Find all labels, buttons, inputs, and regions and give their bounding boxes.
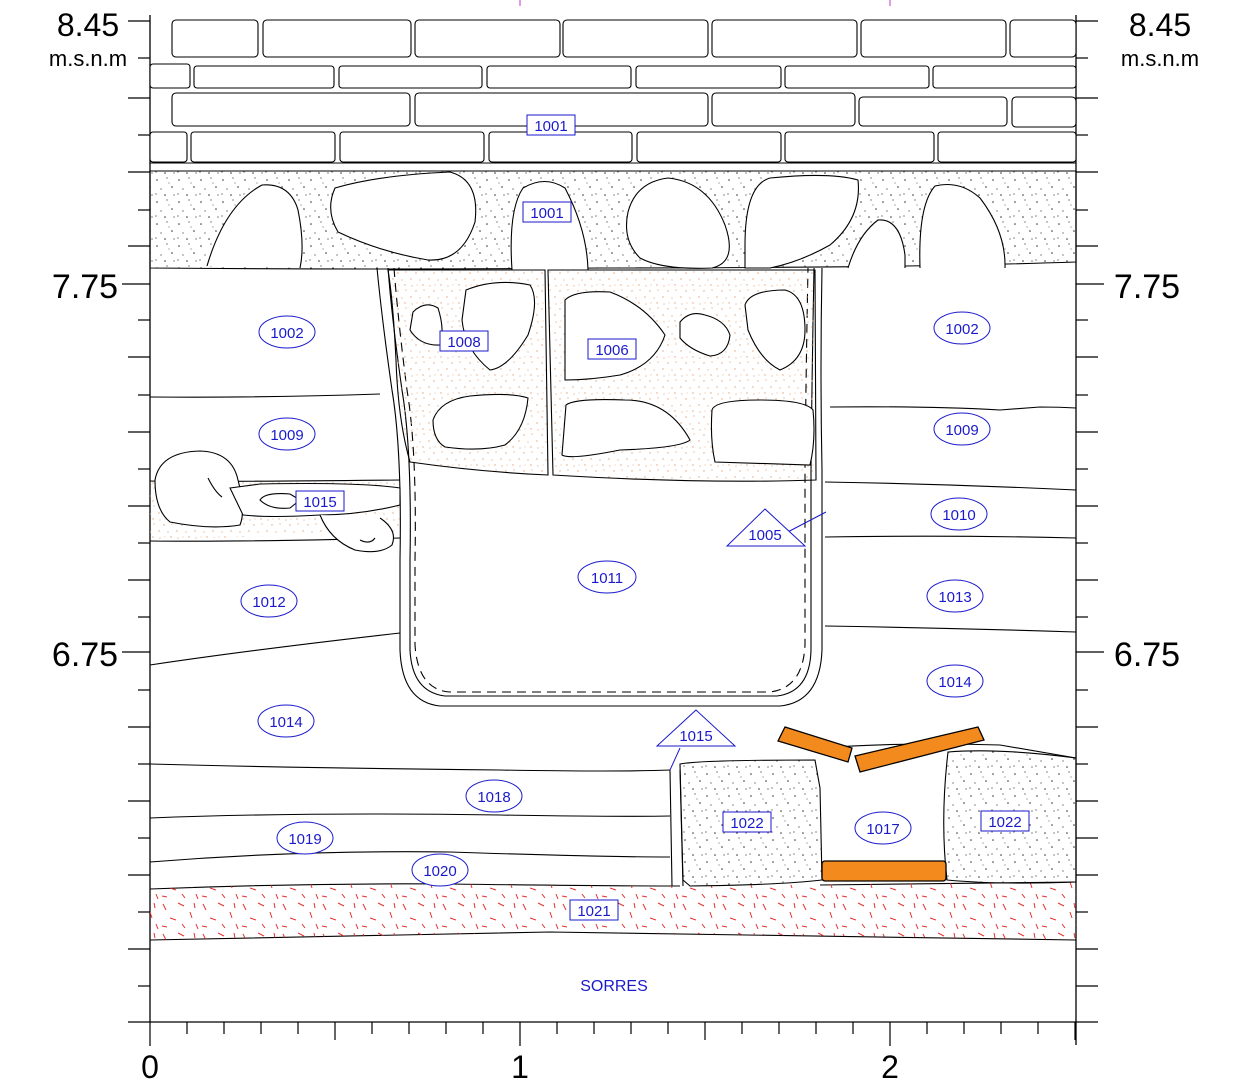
elevation-low-left: 6.75	[52, 636, 118, 674]
unit-1005: 1005	[748, 527, 781, 544]
left-scale-ticks	[122, 20, 150, 987]
unit-1002-left: 1002	[270, 325, 303, 342]
unit-1019: 1019	[288, 831, 321, 848]
unit-1001-stone: 1001	[530, 205, 563, 222]
mortar-fill-1008-1006	[387, 269, 817, 482]
elevation-unit-left: m.s.n.m	[49, 46, 127, 71]
elevation-low-right: 6.75	[1114, 636, 1180, 674]
unit-1015-mid: 1015	[679, 728, 712, 745]
brick-wall	[149, 19, 1077, 172]
unit-1022-left: 1022	[730, 815, 763, 832]
stones-1015-left	[150, 450, 401, 553]
elevation-top-left: 8.45	[57, 7, 119, 43]
x-label-0: 0	[141, 1049, 159, 1083]
x-label-2: 2	[881, 1049, 899, 1083]
unit-1013: 1013	[938, 589, 971, 606]
unit-1009-right: 1009	[945, 422, 978, 439]
x-axis-labels: 0 1 2	[141, 1049, 899, 1083]
unit-labels-ellipse	[240, 311, 991, 887]
unit-1020: 1020	[423, 863, 456, 880]
wood-planks	[777, 726, 985, 882]
unit-1018: 1018	[477, 789, 510, 806]
elevation-mid-right: 7.75	[1114, 268, 1180, 306]
right-scale-ticks	[1076, 20, 1104, 987]
unit-1010: 1010	[942, 507, 975, 524]
unit-1002-right: 1002	[945, 321, 978, 338]
unit-1001-brick: 1001	[534, 118, 567, 135]
unit-1017: 1017	[866, 821, 899, 838]
elevation-unit-right: m.s.n.m	[1121, 46, 1199, 71]
unit-1015-left: 1015	[303, 494, 336, 511]
unit-1014-right: 1014	[938, 674, 971, 691]
bottom-scale-ticks	[149, 1022, 1076, 1046]
elevation-labels: 8.45 m.s.n.m 8.45 m.s.n.m 7.75 7.75 6.75…	[49, 7, 1199, 674]
unit-labels-triangle-text: 1005 1015	[679, 527, 781, 745]
unit-1009-left: 1009	[270, 427, 303, 444]
unit-labels-rect	[295, 114, 1030, 921]
top-reference-marks	[519, 0, 891, 6]
unit-1012: 1012	[252, 594, 285, 611]
unit-1011: 1011	[591, 570, 623, 587]
unit-1006: 1006	[595, 342, 628, 359]
unit-1022-right: 1022	[988, 814, 1021, 831]
unit-labels-triangle	[655, 508, 807, 747]
x-label-1: 1	[511, 1049, 529, 1083]
stone-foundation	[149, 170, 1077, 271]
unit-labels-rect-text: 1001 1001 1008 1006 1015 1022 1022 1021	[303, 118, 1021, 920]
elevation-mid-left: 7.75	[52, 268, 118, 306]
natural-soil-label: SORRES	[580, 978, 648, 995]
unit-1008: 1008	[447, 334, 480, 351]
unit-1021: 1021	[577, 903, 610, 920]
unit-1014-left: 1014	[269, 714, 302, 731]
unit-labels-ellipse-text: 1002 1002 1009 1009 1010 1011 1012 1013 …	[252, 321, 978, 880]
elevation-top-right: 8.45	[1129, 7, 1191, 43]
